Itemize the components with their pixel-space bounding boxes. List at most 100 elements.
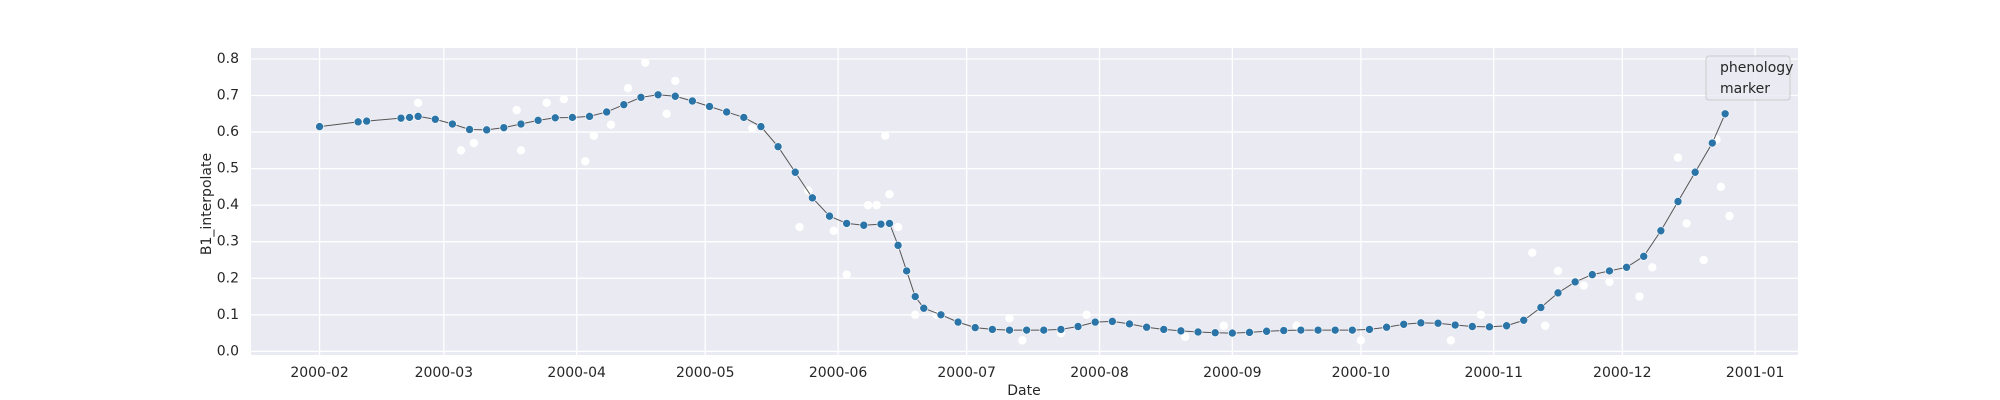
observation-point <box>456 146 466 155</box>
series-marker <box>1673 197 1683 206</box>
series-marker <box>1639 252 1649 261</box>
series-marker <box>482 125 491 135</box>
observation-point <box>795 222 804 232</box>
series-marker <box>1365 325 1374 334</box>
series-marker <box>1348 325 1357 335</box>
series-marker <box>353 117 363 127</box>
observation-point <box>559 94 569 104</box>
series-marker <box>1519 315 1529 325</box>
series-marker <box>1536 303 1546 312</box>
y-tick-label: 0.8 <box>217 51 239 67</box>
series-marker <box>1382 322 1391 332</box>
series-marker <box>1090 317 1100 327</box>
series-marker <box>362 116 372 126</box>
series-marker <box>499 123 509 132</box>
observation-point <box>662 109 671 118</box>
observation-point <box>1553 266 1563 276</box>
series-marker <box>1142 322 1151 332</box>
y-axis-label: B1_interpolate <box>199 153 215 255</box>
series-marker <box>1468 322 1477 331</box>
observation-point <box>606 120 616 129</box>
x-tick-label: 2000-09 <box>1203 365 1262 381</box>
series-marker <box>1485 322 1494 332</box>
plot-area <box>251 48 1798 355</box>
series-marker <box>1056 325 1066 334</box>
series-marker <box>670 91 680 101</box>
series-marker <box>919 303 929 313</box>
x-tick-label: 2000-11 <box>1464 365 1523 381</box>
observation-point <box>671 76 680 86</box>
observation-point <box>881 131 890 140</box>
x-tick-label: 2000-05 <box>676 365 735 381</box>
series-marker <box>1039 325 1049 335</box>
series-marker <box>516 119 526 129</box>
observation-point <box>1005 314 1014 323</box>
observation-point <box>1673 153 1683 162</box>
y-tick-label: 0.4 <box>217 197 239 213</box>
observation-point <box>1725 211 1734 221</box>
x-axis-label: Date <box>1007 383 1040 399</box>
y-tick-label: 0.1 <box>217 307 239 323</box>
series-marker <box>405 113 414 122</box>
series-marker <box>936 310 946 320</box>
observation-point <box>1605 277 1614 287</box>
x-tick-label: 2000-12 <box>1593 365 1652 381</box>
observation-point <box>1648 263 1657 272</box>
series-marker <box>688 96 697 106</box>
series-marker <box>448 119 457 129</box>
series-marker <box>953 317 963 327</box>
series-marker <box>636 93 646 102</box>
observation-point <box>829 226 839 235</box>
series-marker <box>1399 319 1409 329</box>
y-tick-label: 0.3 <box>217 234 239 250</box>
series-marker <box>859 220 869 230</box>
series-marker <box>1022 325 1031 335</box>
series-marker <box>1108 317 1117 326</box>
series-marker <box>430 114 440 124</box>
observation-point <box>1180 332 1190 341</box>
series-marker <box>970 323 980 332</box>
series-marker <box>1176 326 1186 336</box>
series-marker <box>1210 328 1220 338</box>
series-marker <box>1707 138 1717 148</box>
series-marker <box>653 90 663 100</box>
series-marker <box>808 193 817 203</box>
observation-point <box>911 310 920 319</box>
observation-point <box>842 270 851 279</box>
series-marker <box>1622 262 1631 272</box>
observation-point <box>872 200 881 210</box>
legend-label: phenology <box>1720 60 1793 76</box>
series-marker <box>550 113 560 123</box>
series-marker <box>602 107 611 117</box>
observation-point <box>1082 310 1091 319</box>
series-marker <box>1588 270 1597 279</box>
series-marker <box>1228 328 1237 338</box>
y-tick-label: 0.2 <box>217 270 239 286</box>
series-marker <box>893 241 903 250</box>
series-marker <box>533 116 543 125</box>
x-tick-label: 2000-10 <box>1332 365 1391 381</box>
series-marker <box>1296 325 1306 335</box>
observation-point <box>469 138 479 148</box>
observation-point <box>1716 182 1726 192</box>
series-marker <box>1656 226 1666 236</box>
x-tick-label: 2000-03 <box>415 365 474 381</box>
series-marker <box>1450 320 1460 330</box>
series-marker <box>842 219 851 228</box>
series-marker <box>1720 109 1730 119</box>
observation-point <box>885 189 894 199</box>
series-marker <box>876 219 886 229</box>
series-marker <box>568 113 577 122</box>
x-tick-label: 2000-02 <box>290 365 349 381</box>
series-marker <box>902 266 911 276</box>
series-marker <box>1005 325 1014 335</box>
x-tick-label: 2000-04 <box>547 365 606 381</box>
series-marker <box>465 125 474 134</box>
series-marker <box>585 112 594 121</box>
observation-point <box>1219 321 1228 330</box>
x-tick-label: 2000-07 <box>937 365 996 381</box>
series-marker <box>396 113 406 123</box>
series-marker <box>1690 167 1700 177</box>
series-marker <box>1193 327 1203 337</box>
series-marker <box>1433 318 1443 328</box>
